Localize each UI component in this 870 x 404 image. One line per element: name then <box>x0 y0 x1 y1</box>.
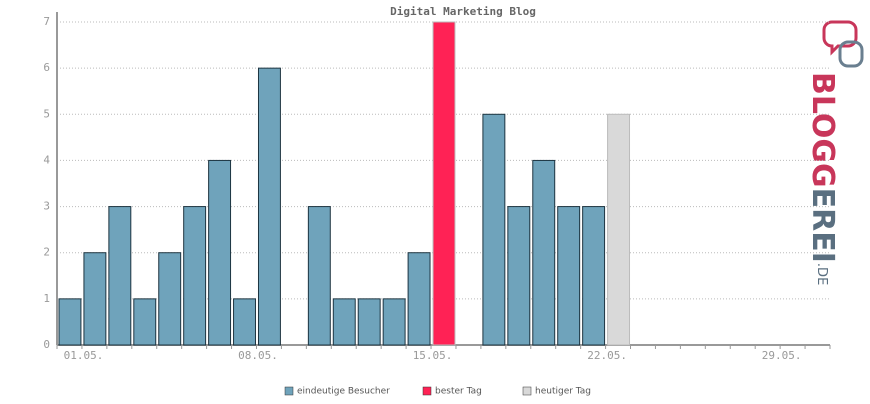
bar <box>407 252 431 346</box>
logo-icon <box>822 20 858 56</box>
bar <box>557 206 581 346</box>
bar <box>233 298 256 346</box>
bar <box>208 159 232 346</box>
logo-suffix: .DE <box>815 263 830 285</box>
x-tick-label: 01.05. <box>64 349 104 362</box>
legend-label: heutiger Tag <box>535 387 591 397</box>
y-tick-label: 6 <box>43 61 50 74</box>
bar <box>83 252 107 346</box>
logo-part: EREI <box>806 188 841 263</box>
logo: BLOGGEREI.DE <box>806 20 864 285</box>
bar <box>307 206 331 346</box>
bar <box>382 298 406 346</box>
y-tick-label: 0 <box>43 338 50 351</box>
y-tick-label: 7 <box>43 15 50 28</box>
chart-title: Digital Marketing Blog <box>390 5 536 18</box>
legend-swatch <box>422 386 432 396</box>
x-tick-label: 08.05. <box>238 349 278 362</box>
logo-icon <box>838 40 864 68</box>
bar <box>183 206 207 346</box>
bar <box>432 21 456 346</box>
bar <box>482 113 506 346</box>
bar <box>582 206 606 346</box>
bar <box>257 67 281 346</box>
bar <box>108 206 132 346</box>
x-tick-label: 29.05. <box>762 349 802 362</box>
logo-part: BLOGG <box>806 72 841 188</box>
y-tick-label: 3 <box>43 200 50 213</box>
y-tick-label: 1 <box>43 292 50 305</box>
bar <box>507 206 531 346</box>
y-tick-label: 5 <box>43 107 50 120</box>
legend-swatch <box>284 386 294 396</box>
bar <box>133 298 157 346</box>
legend-label: eindeutige Besucher <box>297 387 390 397</box>
bar <box>58 298 82 346</box>
y-tick-label: 4 <box>43 153 50 166</box>
y-tick-label: 2 <box>43 246 50 259</box>
legend-label: bester Tag <box>435 387 482 397</box>
x-tick-label: 22.05. <box>587 349 627 362</box>
bar <box>332 298 356 346</box>
bar <box>357 298 381 346</box>
bar <box>532 159 556 346</box>
legend-swatch <box>522 386 532 396</box>
logo-text: BLOGGEREI.DE <box>806 72 841 285</box>
bar <box>607 113 631 346</box>
bar <box>158 252 182 346</box>
x-tick-label: 15.05. <box>413 349 453 362</box>
